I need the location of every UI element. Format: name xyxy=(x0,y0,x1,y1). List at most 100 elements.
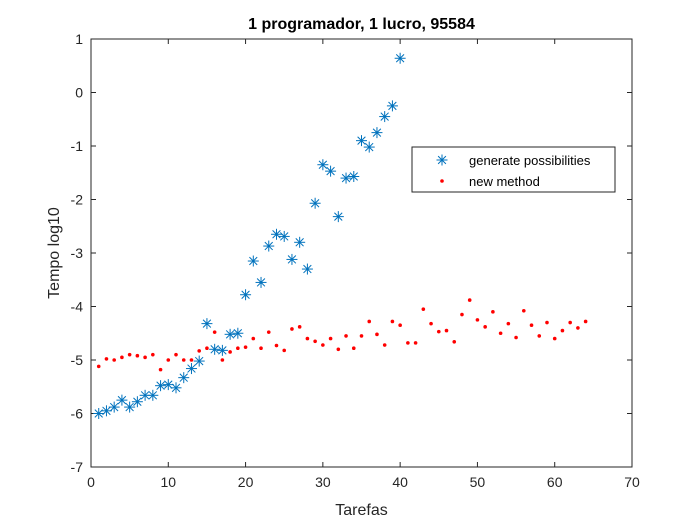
data-point-dot xyxy=(375,332,379,337)
data-point-dot xyxy=(282,348,287,353)
data-point-dot xyxy=(166,358,171,362)
data-point-asterisk xyxy=(309,197,321,209)
asterisk-stroke xyxy=(164,380,173,389)
data-point-asterisk xyxy=(147,389,159,401)
data-point-dot xyxy=(274,343,279,348)
asterisk-stroke xyxy=(349,172,359,181)
data-point-dot xyxy=(359,334,364,338)
legend-box xyxy=(411,146,616,193)
asterisk-stroke xyxy=(241,290,250,299)
data-point-asterisk xyxy=(108,401,120,413)
data-point-asterisk xyxy=(224,328,236,340)
asterisk-stroke xyxy=(133,397,142,406)
data-point-asterisk xyxy=(255,276,267,288)
data-point-dot xyxy=(491,310,495,314)
data-point-dot xyxy=(444,328,449,333)
data-point-dot xyxy=(351,346,356,351)
series-new-method xyxy=(96,298,588,372)
asterisk-stroke xyxy=(395,54,405,63)
data-point-dot xyxy=(236,346,240,351)
data-point-asterisk xyxy=(270,228,282,240)
data-point-dot xyxy=(297,325,302,329)
data-point-asterisk xyxy=(301,263,313,275)
data-point-dot xyxy=(552,336,557,341)
data-point-asterisk xyxy=(93,408,105,419)
data-point-asterisk xyxy=(170,382,182,394)
data-point-dot xyxy=(205,346,209,351)
asterisk-stroke xyxy=(388,101,397,111)
asterisk-stroke xyxy=(341,173,351,183)
legend-dot xyxy=(440,179,444,183)
asterisk-stroke xyxy=(287,255,297,264)
data-point-dot xyxy=(429,321,433,326)
data-point-asterisk xyxy=(286,253,298,265)
data-point-asterisk xyxy=(278,230,290,242)
data-point-asterisk xyxy=(209,343,221,355)
asterisk-stroke xyxy=(264,241,273,251)
data-point-dot xyxy=(560,328,565,333)
asterisk-stroke xyxy=(334,212,343,221)
data-point-dot xyxy=(143,355,147,360)
asterisk-stroke xyxy=(218,346,227,355)
x-tick-label: 50 xyxy=(470,474,486,490)
asterisk-stroke xyxy=(303,264,312,274)
asterisk-stroke xyxy=(194,356,204,366)
asterisk-stroke xyxy=(102,406,111,416)
data-point-dot xyxy=(344,334,348,338)
data-point-asterisk xyxy=(116,394,128,406)
data-point-asterisk xyxy=(317,159,329,171)
data-point-dot xyxy=(483,325,487,329)
data-point-dot xyxy=(537,334,542,338)
asterisk-stroke xyxy=(256,278,266,287)
data-point-dot xyxy=(467,298,472,302)
data-point-asterisk xyxy=(247,255,259,267)
asterisk-stroke xyxy=(117,395,127,405)
data-point-asterisk xyxy=(394,52,406,64)
asterisk-stroke xyxy=(295,238,304,247)
data-point-asterisk xyxy=(178,372,190,384)
x-tick-label: 60 xyxy=(547,474,563,490)
data-point-asterisk xyxy=(363,141,375,153)
data-series xyxy=(93,52,588,419)
data-point-asterisk xyxy=(155,380,167,392)
data-point-dot xyxy=(413,341,418,345)
asterisk-stroke xyxy=(310,199,320,208)
x-tick-label: 0 xyxy=(87,474,95,490)
y-tick-label: -7 xyxy=(71,459,84,475)
data-point-dot xyxy=(189,358,194,362)
data-point-dot xyxy=(421,307,426,311)
data-point-dot xyxy=(259,346,263,351)
data-point-asterisk xyxy=(216,344,228,356)
data-point-dot xyxy=(228,350,232,354)
asterisk-stroke xyxy=(148,391,158,400)
data-point-dot xyxy=(197,349,201,353)
x-axis-ticks: 0 10 20 30 40 50 60 70 xyxy=(87,39,640,490)
data-point-asterisk xyxy=(240,289,252,301)
y-axis-ticks: 1 0 -1 -2 -3 -4 -5 -6 -7 xyxy=(71,31,632,475)
asterisk-stroke xyxy=(380,112,389,121)
data-point-dot xyxy=(135,353,140,358)
data-point-dot xyxy=(475,318,480,322)
asterisk-stroke xyxy=(156,381,165,390)
data-point-asterisk xyxy=(348,170,360,182)
data-point-asterisk xyxy=(185,363,197,375)
data-point-dot xyxy=(514,335,518,340)
asterisk-stroke xyxy=(364,142,374,152)
data-point-dot xyxy=(243,345,248,349)
data-point-asterisk xyxy=(193,355,205,367)
asterisk-stroke xyxy=(279,232,289,241)
data-point-dot xyxy=(212,330,217,334)
x-tick-label: 20 xyxy=(238,474,254,490)
y-tick-label: -6 xyxy=(71,406,84,422)
data-point-dot xyxy=(460,312,464,317)
data-point-dot xyxy=(568,320,572,325)
y-tick-label: -5 xyxy=(71,352,84,368)
data-point-dot xyxy=(367,319,372,324)
data-point-asterisk xyxy=(356,135,367,147)
data-point-dot xyxy=(112,358,116,362)
data-point-asterisk xyxy=(332,211,344,223)
data-point-asterisk xyxy=(325,165,337,177)
data-point-dot xyxy=(328,336,333,341)
data-point-dot xyxy=(398,323,402,328)
data-point-asterisk xyxy=(294,236,306,248)
